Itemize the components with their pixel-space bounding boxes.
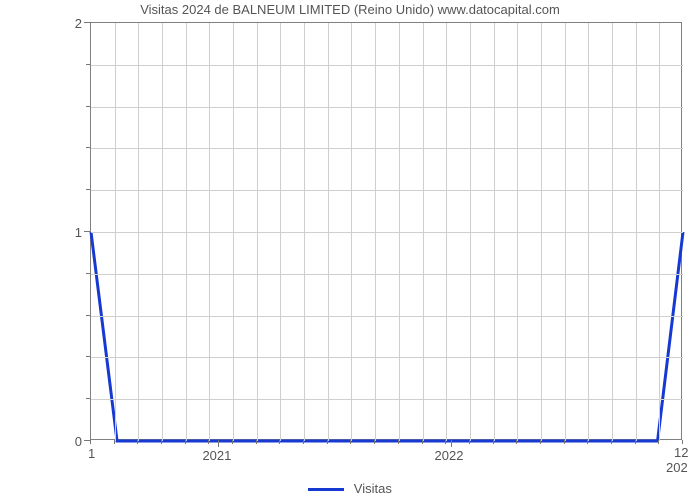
y-tick-label: 0 (75, 434, 82, 449)
x-tick-label: 2022 (435, 448, 464, 463)
x-left-label: 1 (88, 446, 95, 461)
x-right-label-bottom: 202 (666, 460, 688, 475)
plot-area (90, 22, 682, 440)
chart-container: Visitas 2024 de BALNEUM LIMITED (Reino U… (0, 0, 700, 500)
y-tick-label: 1 (75, 225, 82, 240)
x-right-label-top: 12 (674, 445, 688, 460)
legend-marker (308, 488, 344, 491)
x-tick-label: 2021 (202, 448, 231, 463)
legend: Visitas (0, 481, 700, 496)
legend-label: Visitas (354, 481, 392, 496)
chart-title: Visitas 2024 de BALNEUM LIMITED (Reino U… (0, 2, 700, 17)
y-tick-label: 2 (75, 16, 82, 31)
